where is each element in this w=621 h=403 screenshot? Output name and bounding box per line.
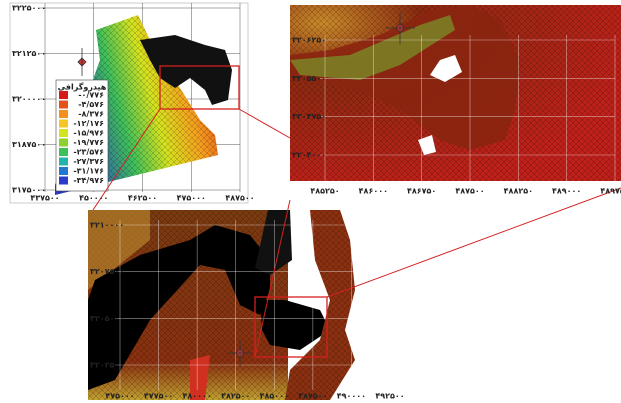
x-tick-label: ۴۷۵۰۰۰ [105,392,134,401]
y-tick-label: ۳۲۱۰۰۰۰ [90,221,124,230]
legend-label: -۲۷/۳۷۶ [73,157,104,166]
x-tick-label: ۴۶۲۵۰۰ [128,194,157,203]
x-tick-label: ۴۸۹۷۵۰ [600,187,621,196]
legend: هیدروگرافی -۰/۷۷۶-۴/۵۷۶-۸/۳۷۶-۱۲/۱۷۶-۱۵/… [55,79,109,192]
y-tick-label: ۳۲۰۰۰۰۰ [12,95,46,104]
y-tick-label: ۳۲۰۲۵۰۰ [90,361,124,370]
x-tick-label: ۴۸۲۵۰۰ [221,392,250,401]
legend-label: -۸/۳۷۶ [78,110,104,119]
y-tick-label: ۳۲۰۵۵۰۰ [292,74,326,83]
legend-swatch [59,129,68,137]
legend-swatch [59,148,68,156]
legend-label: -۲۳/۵۷۶ [73,148,104,157]
legend-swatch [59,138,68,147]
x-tick-label: ۴۸۵۲۵۰ [310,187,339,196]
y-tick-label: ۳۲۲۵۰۰۰ [12,4,46,13]
x-tick-label: ۴۵۰۰۰۰ [79,194,108,203]
y-tick-label: ۳۲۰۷۵۰۰ [90,267,124,276]
legend-label: -۳۱/۱۷۶ [73,167,104,176]
legend-swatch [59,91,68,99]
x-tick-label: ۴۸۷۵۰۰ [298,392,327,401]
y-tick-label: ۳۲۰۴۷۵۰ [292,112,326,121]
x-tick-label: ۴۸۸۲۵۰ [504,187,533,196]
x-tick-label: ۴۹۲۵۰۰ [375,392,404,401]
x-tick-label: ۴۸۷۵۰۰ [225,194,254,203]
x-tick-label: ۴۸۵۰۰۰ [260,392,289,401]
x-tick-label: ۴۷۷۵۰۰ [144,392,173,401]
detail-panel [290,5,621,202]
x-tick-label: ۴۸۰۰۰۰ [182,392,211,401]
legend-label: -۴/۵۷۶ [78,100,104,109]
zoom-panel [88,210,391,400]
y-tick-label: ۳۲۰۵۰۰۰ [90,314,124,323]
y-tick-label: ۳۱۸۷۵۰۰ [12,140,46,149]
legend-label: -۱۵/۹۷۶ [73,129,104,138]
legend-label: -۱۲/۱۷۶ [73,119,104,128]
x-tick-label: ۴۹۰۰۰۰ [337,392,366,401]
x-tick-label: ۴۸۹۰۰۰ [552,187,581,196]
legend-swatch [59,110,68,118]
x-tick-label: ۴۸۶۰۰۰ [359,187,388,196]
legend-title: هیدروگرافی [58,82,107,92]
y-tick-label: ۳۲۰۴۰۰۰ [292,151,326,160]
legend-swatch [59,100,68,109]
legend-swatch [59,119,68,128]
x-tick-label: ۴۳۷۵۰۰ [30,194,59,203]
y-tick-label: ۳۱۷۵۰۰۰ [12,186,46,195]
y-tick-label: ۳۲۰۶۲۵۰ [292,36,326,45]
legend-label: -۰/۷۷۶ [78,91,104,100]
legend-swatch [59,176,68,185]
legend-label: -۱۹/۷۷۶ [73,138,104,147]
zoom-connectors [92,108,621,358]
legend-swatch [59,167,68,175]
x-tick-label: ۴۷۵۰۰۰ [177,194,206,203]
legend-swatch [59,157,68,166]
y-tick-label: ۳۲۱۲۵۰۰ [12,49,46,58]
legend-label: -۳۴/۹۷۶ [73,176,104,185]
x-tick-label: ۴۸۶۷۵۰ [407,187,436,196]
x-tick-label: ۴۸۷۵۰۰ [455,187,484,196]
